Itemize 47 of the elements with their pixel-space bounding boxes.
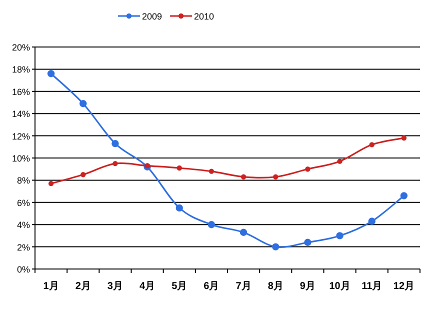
y-tick-label: 4%	[16, 220, 30, 230]
point	[176, 165, 182, 171]
point	[273, 174, 278, 180]
x-tick-label: 12月	[393, 281, 415, 292]
point	[47, 70, 55, 78]
y-tick-label: 16%	[12, 86, 30, 97]
x-tick-label: 4月	[140, 281, 156, 292]
point	[368, 218, 376, 225]
point	[305, 166, 310, 172]
y-tick-label: 18%	[12, 64, 30, 75]
point	[304, 238, 312, 246]
x-tick-label: 2月	[75, 281, 91, 292]
point	[80, 172, 86, 178]
point	[240, 228, 248, 236]
point	[336, 232, 344, 240]
point	[112, 160, 118, 166]
y-tick-label: 14%	[12, 109, 30, 120]
point	[176, 204, 183, 212]
point	[208, 168, 214, 174]
legend-label: 2010	[194, 12, 214, 22]
x-tick-label: 3月	[107, 281, 123, 292]
y-tick-label: 2%	[16, 242, 30, 252]
point	[369, 142, 374, 148]
point	[112, 140, 119, 148]
point	[272, 243, 280, 250]
y-tick-label: 8%	[16, 176, 30, 186]
x-tick-label: 5月	[172, 281, 188, 292]
x-tick-label: 9月	[300, 281, 316, 292]
x-tick-label: 6月	[204, 281, 220, 292]
point	[48, 180, 54, 186]
point	[400, 192, 408, 200]
point	[80, 100, 87, 108]
y-tick-label: 12%	[12, 131, 30, 142]
x-tick-label: 11月	[362, 281, 382, 292]
x-tick-label: 1月	[43, 281, 59, 292]
point	[240, 174, 246, 180]
x-tick-label: 7月	[236, 281, 252, 292]
y-tick-label: 10%	[12, 154, 30, 164]
y-tick-label: 6%	[16, 198, 30, 208]
y-tick-label: 20%	[12, 42, 30, 52]
point	[401, 135, 407, 141]
y-tick-label: 0%	[16, 264, 30, 274]
legend-label: 2009	[142, 12, 162, 22]
point	[208, 221, 216, 228]
point	[337, 158, 342, 164]
x-tick-label: 8月	[268, 281, 284, 292]
x-tick-label: 10月	[329, 281, 350, 292]
